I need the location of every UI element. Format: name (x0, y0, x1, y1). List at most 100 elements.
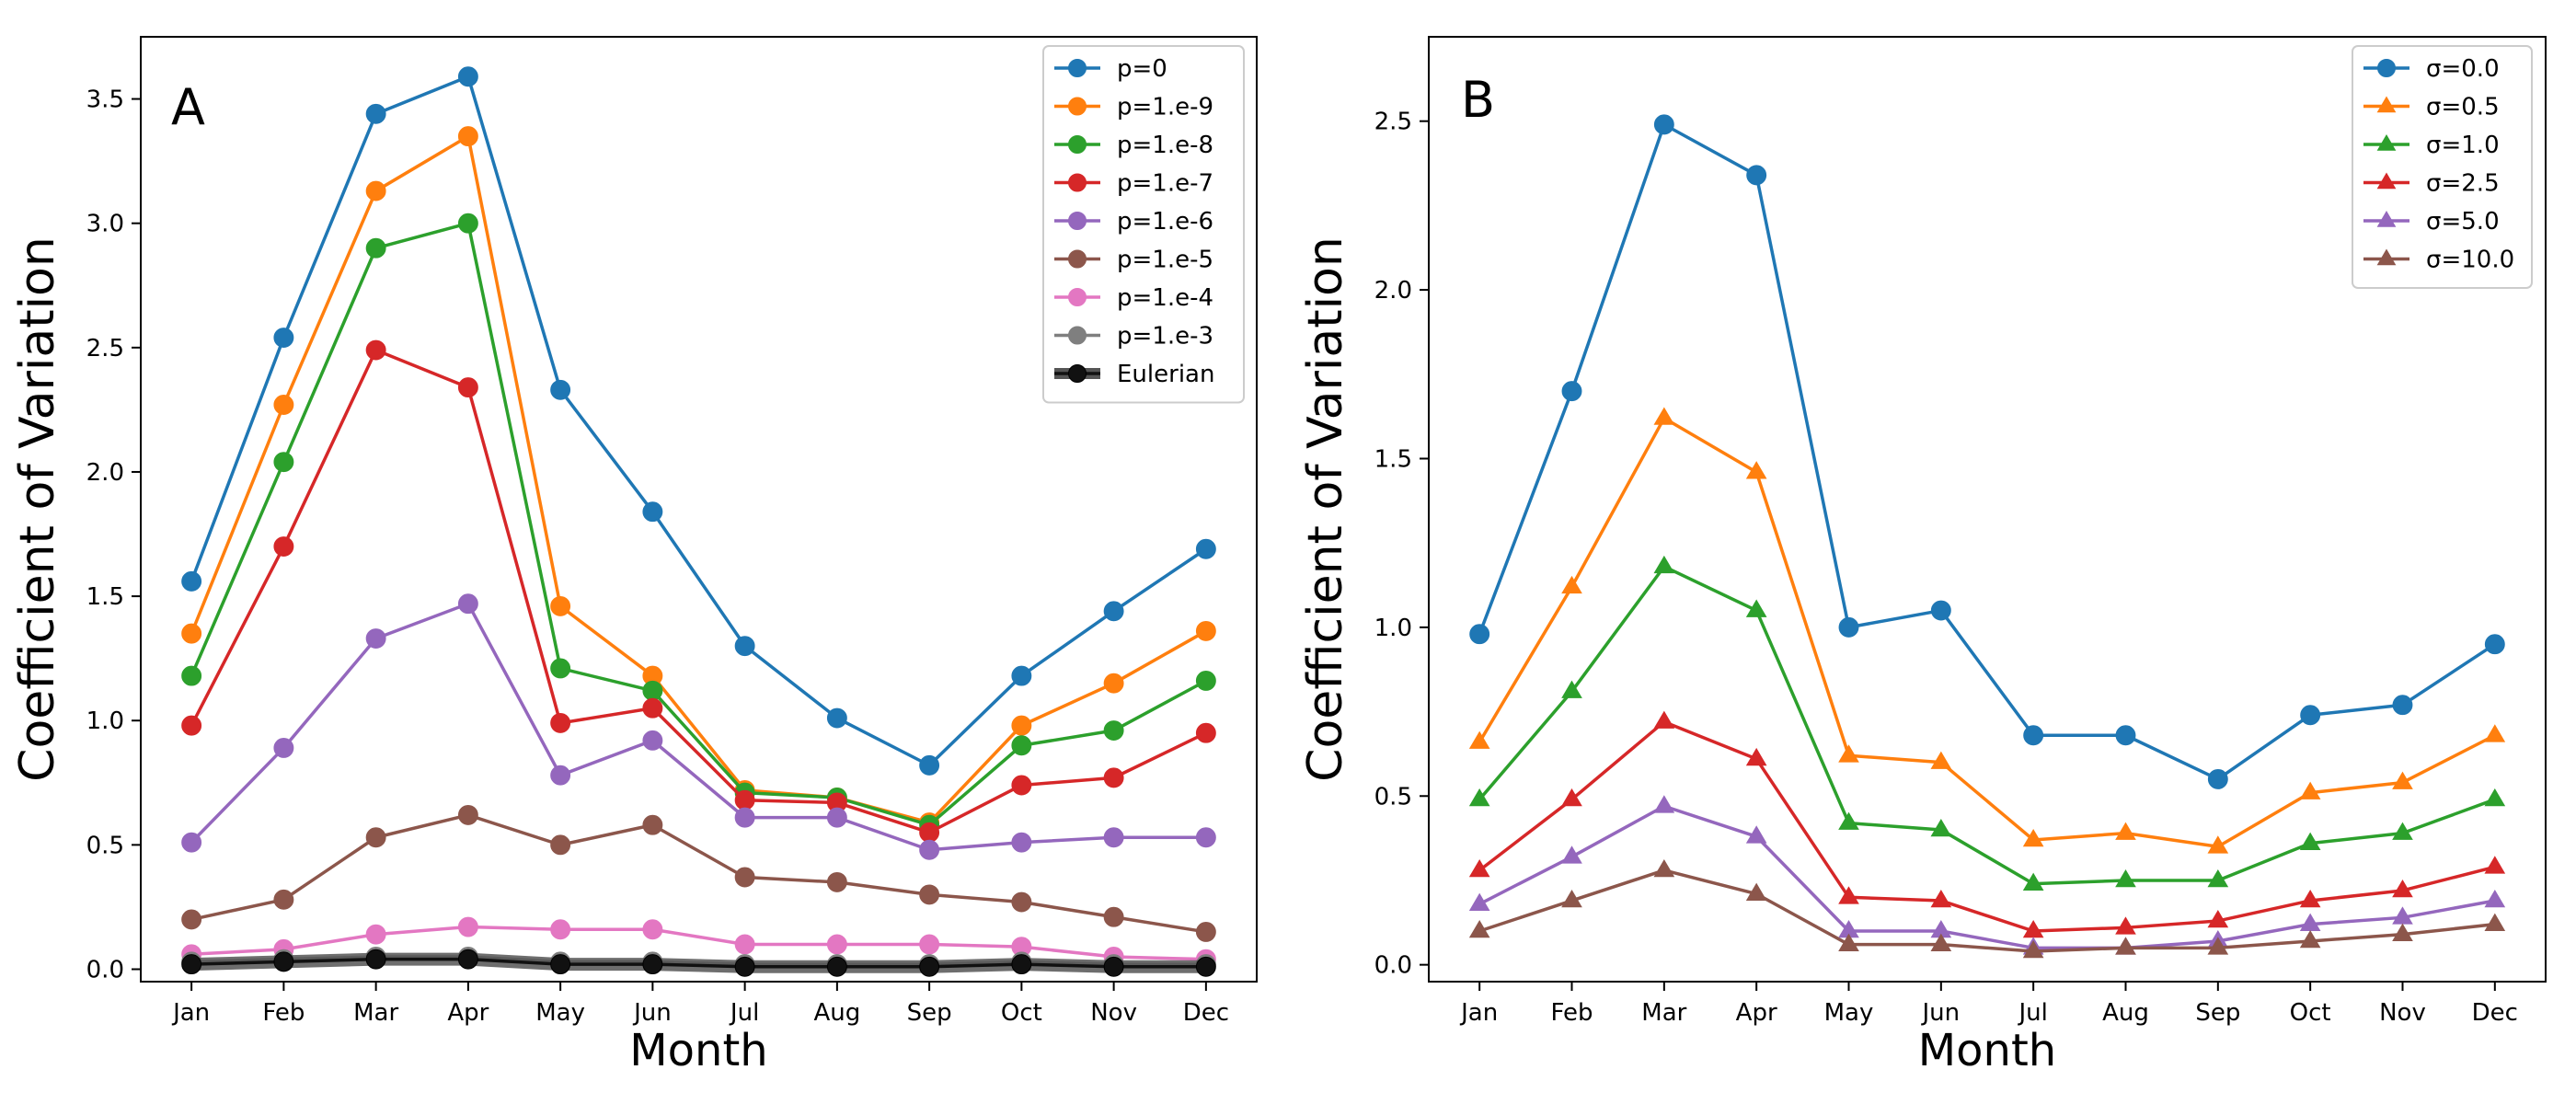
data-point (1011, 735, 1032, 756)
y-tick-label: 0.5 (86, 832, 124, 859)
data-point (365, 924, 386, 945)
data-point (1011, 832, 1032, 853)
data-point (1068, 135, 1087, 154)
data-point (1745, 747, 1767, 766)
data-point (1103, 956, 1124, 977)
data-point (1745, 599, 1767, 617)
legend-label: p=1.e-7 (1117, 170, 1213, 198)
x-tick-label: Jan (1459, 999, 1498, 1027)
data-point (2207, 768, 2228, 789)
x-tick-label: Feb (262, 999, 305, 1027)
plot-frame (140, 36, 1258, 983)
y-tick-label: 0.0 (1374, 952, 1412, 980)
legend-item: p=1.e-6 (1054, 208, 1213, 236)
data-point (919, 822, 940, 843)
data-point (181, 954, 202, 975)
series-σ=5.0 (1468, 795, 2506, 955)
data-point (1745, 825, 1767, 844)
data-point (1468, 919, 1490, 938)
panel-label: A (171, 78, 205, 136)
series-line (1478, 122, 2496, 781)
data-point (365, 180, 386, 201)
x-tick-label: Sep (2195, 999, 2240, 1027)
data-point (1746, 165, 1767, 186)
series-line (191, 957, 1206, 969)
y-axis-label: Coefficient of Variation (10, 236, 65, 782)
data-point (365, 237, 386, 259)
legend-item: σ=0.5 (2363, 94, 2500, 121)
data-point (2022, 940, 2044, 959)
data-point (1068, 173, 1087, 192)
data-point (919, 956, 940, 977)
x-tick-label: Mar (1641, 999, 1686, 1027)
series-line (191, 925, 1206, 961)
series-p=1.e-7 (181, 339, 1216, 843)
data-point (1561, 575, 1582, 594)
data-point (2392, 879, 2413, 898)
legend-label: σ=0.5 (2426, 94, 2500, 121)
x-tick-label: Oct (1001, 999, 1042, 1027)
data-point (2376, 96, 2397, 113)
data-point (919, 754, 940, 776)
series-p=1.e-6 (181, 593, 1216, 860)
legend-label: p=1.e-6 (1117, 208, 1213, 236)
series-Eulerian (181, 949, 1216, 977)
data-point (2376, 172, 2397, 190)
data-point (273, 738, 294, 758)
series-σ=2.5 (1468, 710, 2506, 938)
data-point (181, 909, 202, 930)
data-point (1195, 538, 1216, 559)
data-point (1930, 889, 1952, 908)
data-point (1561, 381, 1582, 402)
data-point (2022, 872, 2044, 891)
data-point (273, 395, 294, 415)
data-point (642, 680, 663, 701)
x-axis-label: Month (1918, 1025, 2056, 1076)
data-point (2299, 781, 2321, 799)
data-point (2484, 889, 2506, 908)
data-point (734, 807, 755, 828)
legend-item: p=1.e-3 (1054, 323, 1213, 351)
data-point (550, 712, 571, 733)
data-point (365, 103, 386, 124)
series-line (190, 134, 1207, 824)
legend-item: p=1.e-7 (1054, 170, 1213, 198)
series-σ=0.5 (1468, 407, 2506, 854)
x-tick-label: Apr (447, 999, 489, 1027)
data-point (642, 501, 663, 523)
x-tick-label: Jul (2017, 999, 2047, 1027)
legend-item: p=1.e-4 (1054, 284, 1213, 312)
data-point (1838, 933, 1859, 951)
data-point (1068, 97, 1087, 116)
legend: p=0 p=1.e-9 p=1.e-8 p=1.e-7 p=1.e-6 p=1.e-5 p=… (1042, 45, 1245, 404)
data-point (1838, 886, 1859, 904)
data-point (457, 377, 478, 398)
data-point (2300, 705, 2321, 726)
data-point (2484, 856, 2506, 874)
data-point (550, 595, 571, 616)
x-tick-label: May (1824, 999, 1874, 1027)
x-tick-label: Mar (353, 999, 398, 1027)
series-line (1478, 565, 2496, 886)
legend-label: p=1.e-5 (1117, 247, 1213, 274)
data-point (2115, 868, 2136, 888)
legend-label: σ=10.0 (2426, 247, 2514, 274)
legend-label: σ=0.0 (2426, 55, 2500, 83)
legend-item: σ=0.0 (2363, 55, 2500, 83)
data-point (1838, 744, 1859, 763)
y-tick-label: 1.5 (1374, 445, 1412, 473)
data-point (1068, 364, 1087, 383)
series-line (190, 813, 1207, 934)
legend-item: σ=2.5 (2363, 170, 2500, 198)
data-point (1011, 954, 1032, 975)
x-tick-label: Aug (813, 999, 860, 1027)
series-σ=1.0 (1468, 555, 2506, 891)
data-point (1103, 767, 1124, 788)
data-point (1930, 818, 1952, 837)
data-point (2207, 937, 2229, 955)
data-point (365, 949, 386, 970)
y-tick-label: 2.0 (1374, 277, 1412, 305)
data-point (919, 884, 940, 905)
data-point (826, 956, 847, 977)
data-point (2022, 828, 2044, 847)
